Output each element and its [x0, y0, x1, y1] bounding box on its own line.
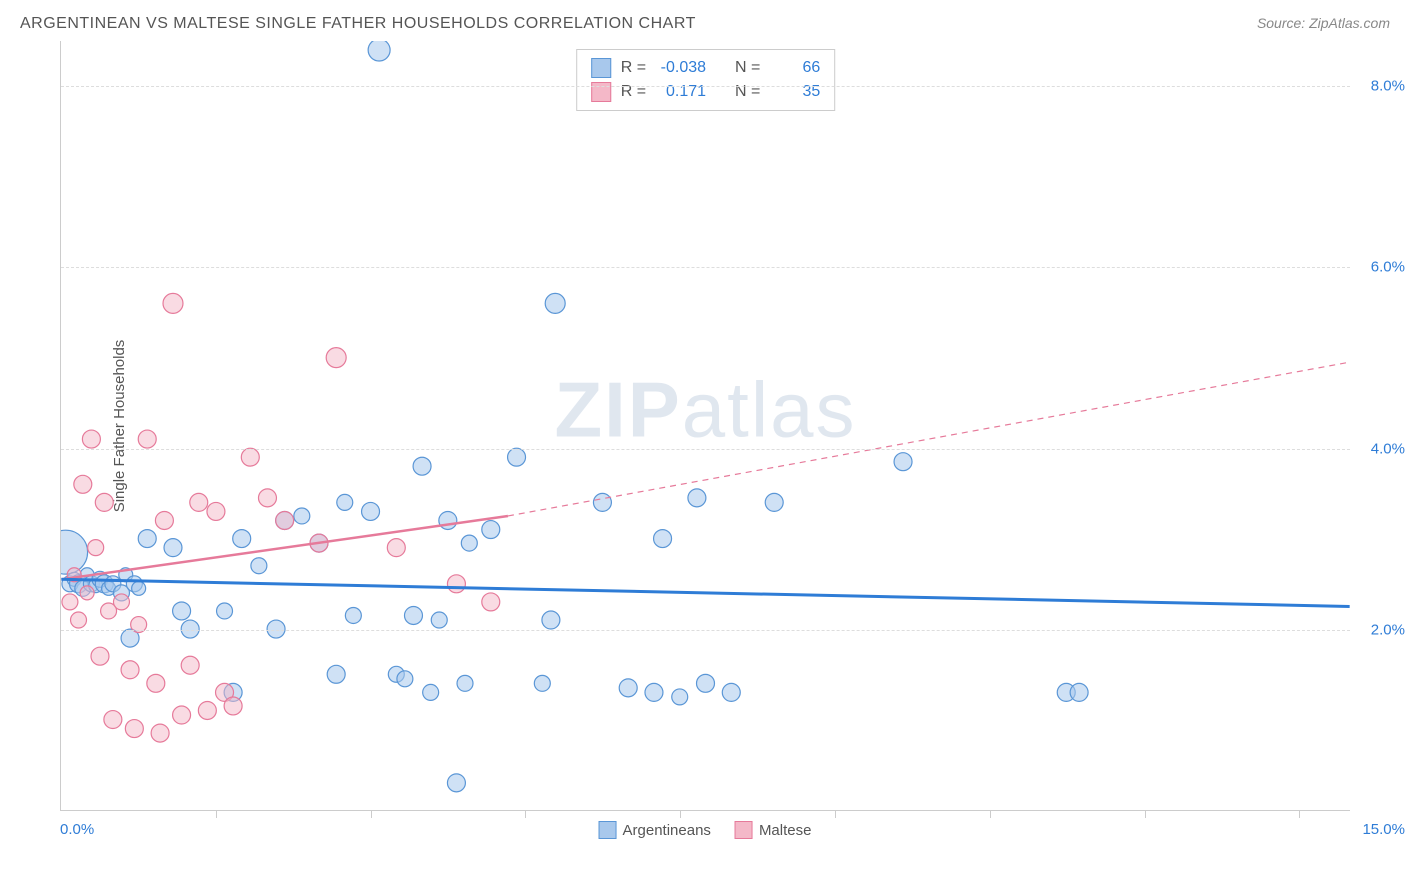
x-axis-row: 0.0% Argentineans Maltese 15.0% — [60, 821, 1350, 851]
swatch-series2 — [591, 82, 611, 102]
r-label: R = — [621, 56, 646, 80]
legend-item-1: Argentineans — [599, 821, 711, 839]
chart-title: ARGENTINEAN VS MALTESE SINGLE FATHER HOU… — [20, 15, 696, 33]
n-label: N = — [735, 56, 760, 80]
legend-label-1: Argentineans — [623, 822, 711, 839]
stats-row-1: R = -0.038 N = 66 — [591, 56, 821, 80]
r-value-2: 0.171 — [656, 80, 706, 104]
x-min-label: 0.0% — [60, 821, 94, 838]
stats-row-2: R = 0.171 N = 35 — [591, 80, 821, 104]
chart-container: ARGENTINEAN VS MALTESE SINGLE FATHER HOU… — [20, 15, 1390, 851]
scatter-plot-svg — [61, 41, 1350, 810]
n-label: N = — [735, 80, 760, 104]
plot-area: Single Father Households ZIPatlas R = -0… — [60, 41, 1350, 811]
swatch-series2-bottom — [735, 821, 753, 839]
x-max-label: 15.0% — [1362, 821, 1405, 838]
header-row: ARGENTINEAN VS MALTESE SINGLE FATHER HOU… — [20, 15, 1390, 33]
n-value-2: 35 — [770, 80, 820, 104]
bottom-legend: Argentineans Maltese — [599, 821, 812, 839]
r-value-1: -0.038 — [656, 56, 706, 80]
legend-item-2: Maltese — [735, 821, 812, 839]
n-value-1: 66 — [770, 56, 820, 80]
source-attribution: Source: ZipAtlas.com — [1257, 15, 1390, 31]
legend-label-2: Maltese — [759, 822, 812, 839]
stats-legend: R = -0.038 N = 66 R = 0.171 N = 35 — [576, 49, 836, 111]
swatch-series1 — [591, 58, 611, 78]
swatch-series1-bottom — [599, 821, 617, 839]
r-label: R = — [621, 80, 646, 104]
